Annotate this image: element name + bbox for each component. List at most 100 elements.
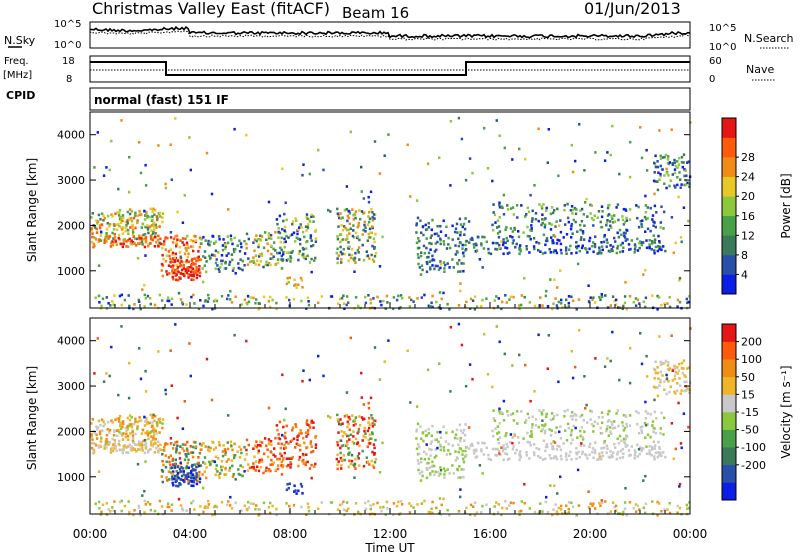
velocity-cell: [656, 386, 659, 389]
power-cell: [152, 207, 155, 211]
plot-title: Christmas Valley East (fitACF): [92, 0, 330, 18]
velocity-cell: [357, 452, 361, 455]
power-cell: [164, 186, 168, 190]
velocity-cell: [252, 462, 255, 465]
power-cell: [199, 258, 203, 261]
velocity-cell: [439, 448, 442, 452]
power-cell: [487, 247, 490, 251]
power-cell: [267, 262, 271, 265]
velocity-cell: [310, 421, 313, 424]
power-cell: [506, 252, 510, 255]
power-cell: [555, 242, 559, 245]
power-cell: [228, 260, 232, 264]
colorbar-tick-label: 20: [741, 190, 755, 203]
power-cell: [673, 158, 676, 162]
velocity-cell: [626, 444, 629, 447]
velocity-cell: [616, 409, 620, 412]
power-cell: [369, 231, 372, 234]
velocity-cell: [186, 461, 189, 465]
power-cell: [545, 289, 548, 293]
velocity-cell: [129, 447, 132, 450]
velocity-cell: [192, 440, 196, 444]
velocity-cell: [100, 429, 104, 432]
velocity-cell: [600, 457, 603, 461]
velocity-cell: [179, 483, 182, 486]
velocity-cell: [117, 442, 120, 446]
velocity-cell: [247, 443, 250, 447]
power-cell: [451, 224, 454, 228]
velocity-cell: [588, 442, 592, 446]
power-cell: [544, 217, 547, 220]
power-cell: [462, 222, 466, 226]
velocity-cell: [193, 508, 196, 511]
velocity-cell: [531, 423, 534, 426]
velocity-cell: [169, 463, 172, 467]
power-cell: [176, 266, 180, 269]
power-cell: [198, 274, 202, 278]
velocity-cell: [212, 505, 216, 509]
power-cell: [153, 213, 156, 216]
power-cell: [435, 232, 439, 235]
power-cell: [125, 240, 128, 243]
velocity-cell: [305, 453, 308, 456]
velocity-cell: [182, 470, 185, 473]
velocity-cell: [628, 424, 632, 427]
power-cell: [408, 305, 412, 308]
power-cell: [106, 234, 109, 238]
velocity-cell: [154, 438, 157, 441]
velocity-cell: [111, 437, 114, 441]
power-cell: [339, 240, 342, 244]
velocity-cell: [637, 431, 641, 435]
power-cell: [473, 246, 476, 249]
power-cell: [613, 214, 616, 217]
velocity-cell: [520, 410, 523, 413]
velocity-cell: [443, 473, 446, 476]
power-cell: [168, 272, 171, 275]
power-cell: [664, 153, 668, 157]
velocity-cell: [187, 452, 190, 455]
power-cell: [658, 129, 661, 132]
velocity-cell: [113, 430, 116, 434]
velocity-cell: [175, 470, 178, 473]
power-cell: [515, 242, 518, 246]
velocity-cell: [559, 448, 563, 452]
power-cell: [179, 298, 183, 301]
power-cell: [367, 220, 371, 224]
velocity-cell: [633, 454, 637, 457]
power-cell: [338, 216, 341, 220]
power-cell: [659, 154, 662, 158]
power-cell: [166, 273, 169, 276]
power-cell: [432, 258, 436, 262]
power-cell: [306, 217, 309, 220]
velocity-cell: [301, 452, 305, 456]
power-cell: [128, 212, 132, 216]
velocity-cell: [339, 423, 343, 426]
velocity-cell: [347, 453, 350, 456]
velocity-cell: [284, 407, 287, 411]
power-cell: [367, 200, 371, 204]
power-cell: [340, 224, 343, 227]
velocity-cell: [313, 465, 316, 468]
velocity-cell: [346, 425, 349, 429]
velocity-cell: [143, 438, 147, 442]
power-cell: [179, 255, 182, 259]
velocity-cell: [269, 469, 272, 473]
power-cell: [169, 257, 172, 261]
power-cell: [192, 278, 195, 282]
velocity-cell: [578, 455, 581, 459]
velocity-cell: [281, 464, 285, 467]
power-cell: [430, 234, 433, 237]
velocity-cell: [152, 413, 155, 417]
power-cell: [350, 247, 354, 251]
velocity-cell: [657, 440, 660, 444]
power-cell: [305, 229, 308, 232]
power-cell: [335, 251, 338, 255]
power-cell: [387, 133, 390, 136]
velocity-cell: [672, 457, 675, 461]
power-cell: [546, 161, 549, 164]
velocity-cell: [461, 431, 464, 435]
velocity-cell: [164, 442, 167, 445]
velocity-cell: [245, 438, 249, 442]
velocity-cell: [434, 470, 437, 474]
velocity-cell: [341, 458, 344, 461]
